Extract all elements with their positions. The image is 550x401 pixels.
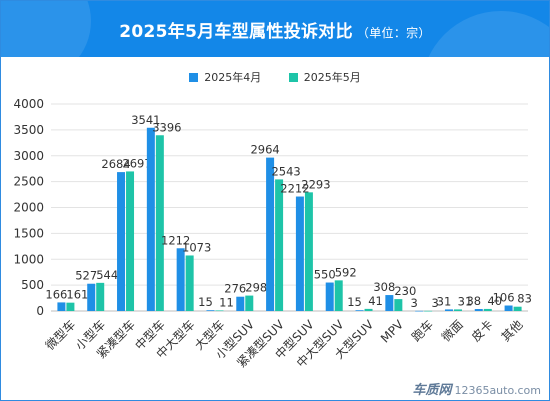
x-tick-label: 微型车 — [42, 317, 78, 353]
data-label: 15 — [198, 295, 213, 309]
bar-may — [215, 310, 224, 312]
bar-april — [266, 157, 275, 311]
watermark: 车质网 12365auto.com — [412, 379, 541, 398]
data-label: 3541 — [131, 113, 160, 127]
data-label: 230 — [394, 284, 416, 298]
bar-april — [176, 248, 185, 311]
data-label: 2212 — [280, 182, 309, 196]
legend-label-april: 2025年4月 — [204, 71, 262, 84]
x-tick-label: MPV — [378, 317, 407, 346]
data-label: 1073 — [182, 240, 211, 254]
bar-april — [444, 309, 453, 311]
bar-may — [334, 280, 343, 311]
data-label: 2964 — [250, 143, 279, 157]
bar-april — [87, 283, 96, 311]
bar-april — [474, 309, 483, 311]
data-label: 592 — [335, 265, 357, 279]
data-label: 166 — [45, 287, 67, 301]
y-tick-label: 1000 — [13, 252, 44, 266]
bar-april — [206, 310, 215, 311]
y-tick-label: 4000 — [13, 97, 44, 111]
y-tick-label: 3500 — [13, 123, 44, 137]
bar-may — [185, 255, 194, 311]
x-tick-label: 微面 — [439, 317, 466, 344]
data-label: 2684 — [101, 157, 130, 171]
data-label: 31 — [458, 294, 473, 308]
bar-may — [304, 192, 313, 311]
unit-label: （单位：宗） — [356, 26, 431, 40]
legend-item-april: 2025年4月 — [189, 69, 261, 85]
bar-may — [364, 308, 373, 311]
data-label: 2543 — [271, 164, 300, 178]
bar-april — [415, 310, 424, 312]
bar-april — [295, 196, 304, 311]
bar-may — [155, 135, 164, 311]
title-banner: 2025年5月车型属性投诉对比 （单位：宗） — [1, 1, 549, 57]
bar-may — [275, 179, 284, 311]
data-label: 308 — [373, 280, 395, 294]
data-label: 11 — [219, 295, 234, 309]
data-label: 544 — [96, 268, 118, 282]
bar-may — [96, 282, 105, 311]
bar-april — [146, 127, 155, 311]
bar-may — [513, 306, 522, 311]
bar-april — [57, 302, 66, 311]
bar-may — [245, 295, 254, 311]
data-label: 2293 — [301, 177, 330, 191]
data-label: 1212 — [161, 233, 190, 247]
data-label: 527 — [75, 269, 97, 283]
data-label: 31 — [437, 294, 452, 308]
legend-item-may: 2025年5月 — [288, 69, 361, 85]
bar-april — [117, 172, 126, 311]
data-label: 276 — [224, 282, 246, 296]
bar-may — [453, 309, 462, 311]
bar-may — [424, 310, 433, 312]
legend: 2025年4月 2025年5月 — [1, 69, 549, 85]
x-tick-label: 皮卡 — [469, 317, 496, 344]
data-label: 41 — [368, 294, 383, 308]
data-label: 106 — [493, 291, 515, 305]
bar-april — [504, 305, 513, 311]
legend-swatch-may — [288, 72, 298, 82]
data-label: 298 — [245, 281, 267, 295]
y-tick-label: 0 — [36, 304, 44, 318]
bar-may — [126, 171, 135, 311]
bar-may — [483, 308, 492, 311]
data-label: 15 — [347, 295, 362, 309]
data-label: 40 — [487, 294, 502, 308]
data-label: 161 — [66, 288, 88, 302]
legend-label-may: 2025年5月 — [303, 71, 361, 84]
bar-may — [394, 299, 403, 311]
y-tick-label: 500 — [21, 278, 44, 292]
chart-title: 2025年5月车型属性投诉对比 （单位：宗） — [119, 22, 431, 42]
legend-swatch-april — [189, 72, 199, 82]
x-tick-label: 其他 — [499, 317, 526, 344]
data-label: 83 — [517, 292, 532, 306]
banner-decoration — [1, 1, 91, 57]
data-label: 3 — [431, 296, 438, 310]
data-label: 550 — [314, 268, 336, 282]
y-tick-label: 1500 — [13, 226, 44, 240]
bar-april — [355, 310, 364, 311]
x-tick-label: 跑车 — [408, 317, 436, 345]
watermark-url: 12365auto.com — [454, 384, 541, 397]
data-label: 38 — [466, 294, 481, 308]
watermark-logo: 车质网 — [412, 383, 452, 398]
bar-may — [66, 302, 75, 311]
y-tick-label: 2000 — [13, 201, 44, 215]
bar-april — [325, 282, 334, 311]
y-tick-label: 2500 — [13, 175, 44, 189]
bar-april — [236, 296, 245, 311]
y-tick-label: 3000 — [13, 149, 44, 163]
data-label: 3 — [410, 296, 417, 310]
bar-april — [385, 295, 394, 311]
data-label: 2697 — [122, 156, 151, 170]
data-label: 3396 — [152, 120, 181, 134]
